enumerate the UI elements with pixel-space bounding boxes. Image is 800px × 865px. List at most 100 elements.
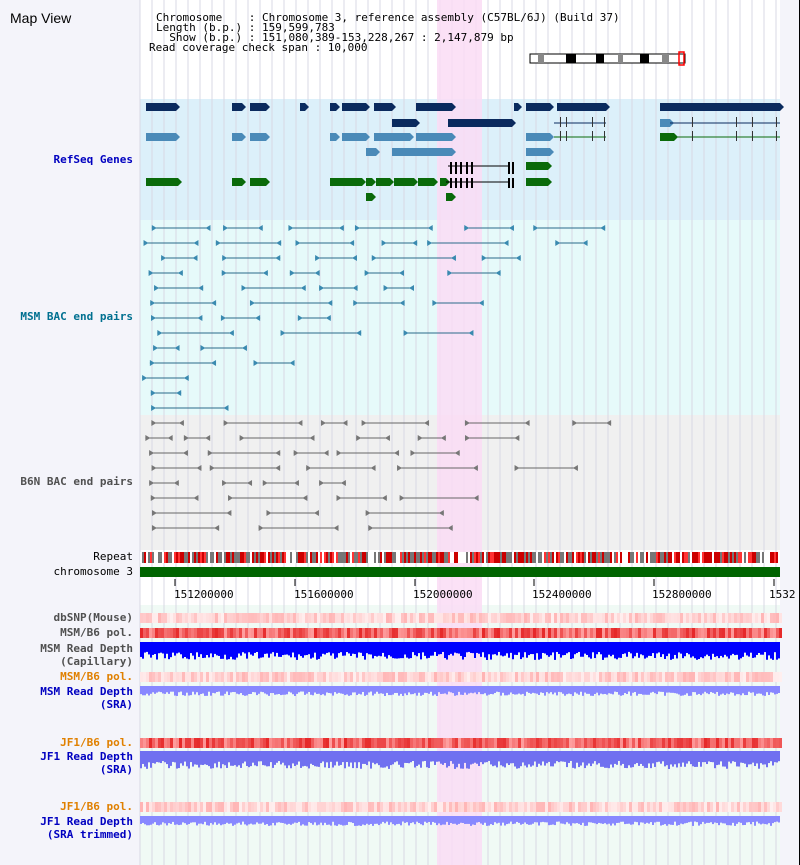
- repeat-segment: [716, 552, 718, 563]
- polymorphism-heat-cell: [353, 738, 356, 748]
- polymorphism-heat-cell: [575, 628, 578, 638]
- read-depth-bar: [402, 816, 404, 822]
- read-depth-bar: [270, 751, 272, 763]
- read-depth-bar: [292, 642, 294, 653]
- read-depth-bar: [154, 686, 156, 694]
- read-depth-bar: [428, 642, 430, 658]
- track-label-jf1-depth-sra[interactable]: JF1 Read Depth: [40, 750, 133, 763]
- track-label-msm-depth-cap[interactable]: MSM Read Depth: [40, 642, 133, 655]
- read-depth-bar: [180, 686, 182, 692]
- polymorphism-heat-cell: [260, 672, 263, 682]
- polymorphism-heat-cell: [620, 628, 623, 638]
- polymorphism-heat-cell: [323, 672, 326, 682]
- read-depth-bar: [258, 816, 260, 824]
- read-depth-bar: [768, 751, 770, 764]
- read-depth-bar: [496, 816, 498, 824]
- polymorphism-heat-cell: [767, 738, 770, 748]
- polymorphism-heat-cell: [260, 628, 263, 638]
- track-label-jf1-pol-1[interactable]: JF1/B6 pol.: [60, 736, 133, 749]
- read-depth-bar: [550, 816, 552, 825]
- polymorphism-heat-cell: [404, 738, 407, 748]
- track-label-msm-depth-sra-sub: (SRA): [99, 698, 133, 711]
- read-depth-bar: [204, 642, 206, 658]
- read-depth-bar: [444, 642, 446, 659]
- polymorphism-heat-cell: [521, 672, 524, 682]
- track-label-msm-pol-2[interactable]: MSM/B6 pol.: [60, 670, 133, 683]
- read-depth-bar: [522, 642, 524, 658]
- polymorphism-heat-cell: [737, 672, 740, 682]
- read-depth-bar: [592, 751, 594, 764]
- polymorphism-heat-cell: [515, 802, 518, 812]
- polymorphism-heat-cell: [281, 672, 284, 682]
- read-depth-bar: [220, 816, 222, 826]
- repeat-segment: [546, 552, 548, 563]
- read-depth-bar: [252, 686, 254, 693]
- repeat-segment: [570, 552, 572, 563]
- polymorphism-heat-cell: [311, 672, 314, 682]
- track-label-msm-depth-sra[interactable]: MSM Read Depth: [40, 685, 133, 698]
- bac-end-marker: [295, 240, 301, 246]
- polymorphism-heat-cell: [629, 738, 632, 748]
- exon-tick: [566, 117, 567, 127]
- bac-end-marker: [450, 255, 456, 261]
- polymorphism-heat-cell: [440, 672, 443, 682]
- exon-tick: [512, 178, 514, 188]
- track-label-jf1-depth-trim[interactable]: JF1 Read Depth: [40, 815, 133, 828]
- polymorphism-heat-cell: [761, 613, 764, 623]
- read-depth-bar: [208, 816, 210, 826]
- read-depth-bar: [320, 642, 322, 657]
- repeat-segment: [172, 552, 174, 563]
- read-depth-bar: [690, 642, 692, 658]
- read-depth-bar: [740, 751, 742, 763]
- repeat-segment: [770, 552, 772, 563]
- read-depth-bar: [658, 751, 660, 762]
- polymorphism-heat-cell: [470, 672, 473, 682]
- read-depth-bar: [544, 751, 546, 766]
- polymorphism-heat-cell: [425, 613, 428, 623]
- read-depth-bar: [674, 751, 676, 765]
- read-depth-bar: [572, 642, 574, 659]
- read-depth-bar: [324, 816, 326, 823]
- track-label-jf1-pol-2[interactable]: JF1/B6 pol.: [60, 800, 133, 813]
- polymorphism-heat-cell: [446, 628, 449, 638]
- read-depth-bar: [296, 816, 298, 823]
- polymorphism-heat-cell: [482, 738, 485, 748]
- track-label-b6n-bac[interactable]: B6N BAC end pairs: [20, 475, 133, 488]
- read-depth-bar: [230, 751, 232, 766]
- bac-end-marker: [364, 270, 370, 276]
- read-depth-bar: [224, 751, 226, 766]
- polymorphism-heat-cell: [716, 613, 719, 623]
- read-depth-bar: [618, 751, 620, 761]
- read-depth-bar: [668, 686, 670, 693]
- read-depth-bar: [752, 686, 754, 693]
- polymorphism-heat-cell: [389, 672, 392, 682]
- polymorphism-heat-cell: [662, 672, 665, 682]
- read-depth-bar: [396, 642, 398, 659]
- read-depth-bar: [440, 751, 442, 764]
- read-depth-bar: [538, 751, 540, 764]
- read-depth-bar: [642, 751, 644, 766]
- polymorphism-heat-cell: [449, 613, 452, 623]
- repeat-segment: [566, 552, 568, 563]
- polymorphism-heat-cell: [431, 628, 434, 638]
- bac-end-marker: [361, 420, 367, 426]
- chromosome-ideogram: [529, 53, 686, 64]
- bac-end-marker: [193, 240, 199, 246]
- repeat-segment: [458, 552, 460, 563]
- track-label-dbsnp[interactable]: dbSNP(Mouse): [53, 611, 133, 624]
- track-label-refseq[interactable]: RefSeq Genes: [53, 153, 133, 166]
- track-label-msm-bac[interactable]: MSM BAC end pairs: [20, 310, 133, 323]
- read-depth-bar: [770, 686, 772, 693]
- polymorphism-heat-cell: [236, 802, 239, 812]
- polymorphism-heat-cell: [539, 628, 542, 638]
- read-depth-bar: [578, 642, 580, 652]
- bac-end-marker: [275, 450, 281, 456]
- read-depth-bar: [574, 816, 576, 824]
- read-depth-bar: [232, 816, 234, 826]
- repeat-segment: [758, 552, 760, 563]
- read-depth-bar: [430, 686, 432, 692]
- read-depth-bar: [596, 686, 598, 693]
- gene-block: [146, 178, 178, 186]
- track-label-msm-pol-1[interactable]: MSM/B6 pol.: [60, 626, 133, 639]
